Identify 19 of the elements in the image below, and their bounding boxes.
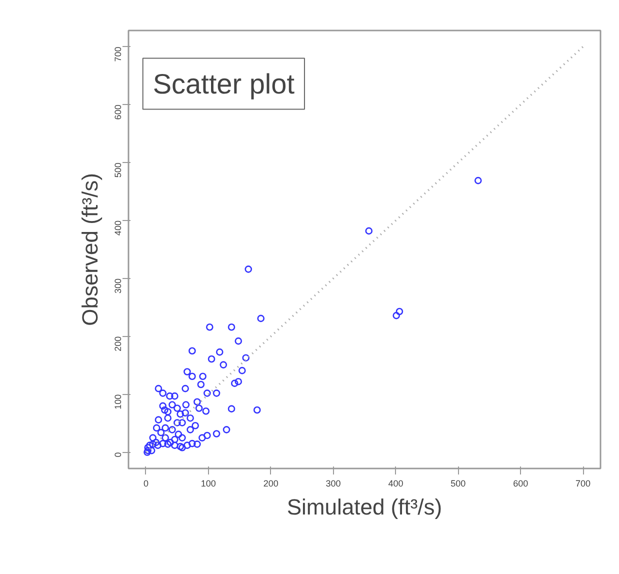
x-tick-label: 0 <box>143 478 148 488</box>
x-tick-label: 600 <box>513 478 528 488</box>
y-tick-label: 300 <box>113 278 123 294</box>
y-axis-title: Observed (ft³/s) <box>78 173 102 326</box>
x-tick-label: 500 <box>450 478 466 488</box>
x-tick-label: 300 <box>326 478 341 488</box>
y-tick-label: 700 <box>113 46 123 62</box>
y-tick-label: 100 <box>113 394 123 410</box>
y-tick-label: 0 <box>113 452 123 458</box>
text: Scatter plot <box>152 68 295 100</box>
x-axis-title: Simulated (ft³/s) <box>286 494 442 520</box>
x-tick-label: 100 <box>200 478 216 488</box>
y-tick-label: 500 <box>113 162 123 178</box>
x-tick-label: 700 <box>576 478 591 488</box>
x-tick-label: 200 <box>263 478 278 488</box>
y-tick-label: 200 <box>113 336 123 352</box>
y-tick-label: 400 <box>113 220 123 236</box>
x-tick-label: 400 <box>388 478 404 488</box>
y-tick-label: 600 <box>113 104 123 120</box>
